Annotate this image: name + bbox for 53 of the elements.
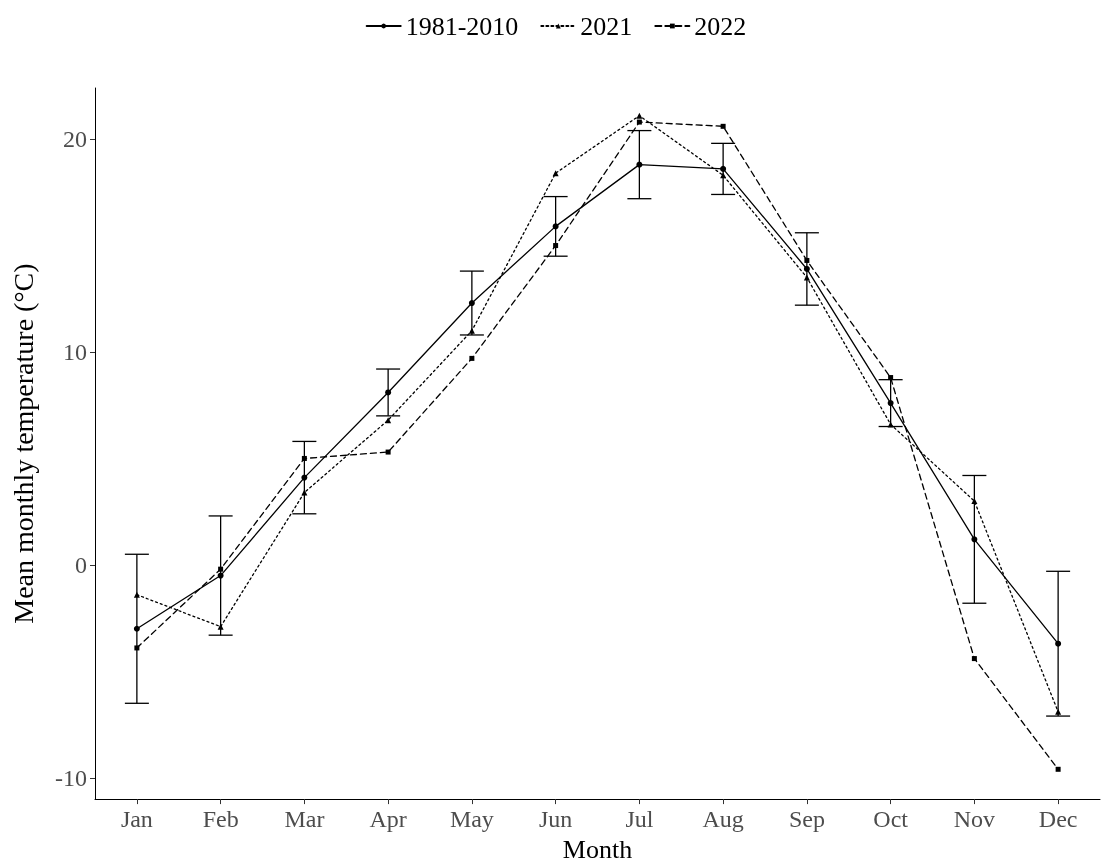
legend-label: 2022 xyxy=(694,11,747,41)
point xyxy=(971,536,978,543)
point xyxy=(804,257,810,263)
point xyxy=(134,645,140,651)
x-tick-label: Jun xyxy=(538,806,573,833)
point xyxy=(217,572,224,579)
point xyxy=(803,265,810,272)
point xyxy=(971,656,977,662)
y-tick-label: -10 xyxy=(55,764,87,791)
point xyxy=(636,161,643,168)
point xyxy=(720,165,727,172)
point xyxy=(469,355,475,361)
x-tick-label: Aug xyxy=(702,806,744,833)
point xyxy=(301,474,308,481)
point xyxy=(552,223,559,230)
point xyxy=(552,170,559,177)
x-tick-label: Apr xyxy=(369,806,407,833)
point xyxy=(133,591,140,598)
point xyxy=(385,449,391,455)
point xyxy=(468,300,475,307)
x-tick-label: Dec xyxy=(1038,806,1078,833)
y-axis-title: Mean monthly temperature (°C) xyxy=(7,263,39,624)
point xyxy=(1055,766,1061,772)
x-tick-label: Nov xyxy=(953,806,996,833)
legend-label: 2021 xyxy=(580,11,633,41)
point xyxy=(1055,708,1062,715)
point xyxy=(720,123,726,129)
x-tick-label: Jan xyxy=(120,806,153,833)
point xyxy=(1055,640,1062,647)
x-tick-label: Jul xyxy=(625,806,654,833)
point xyxy=(301,489,308,496)
point xyxy=(888,375,894,381)
point xyxy=(385,417,392,424)
y-tick-label: 20 xyxy=(63,126,87,153)
x-tick-label: Sep xyxy=(788,806,825,833)
legend-label: 1981-2010 xyxy=(405,11,519,41)
point xyxy=(636,112,643,119)
x-axis-title: Month xyxy=(562,834,633,864)
y-tick-label: 10 xyxy=(63,339,87,365)
point xyxy=(468,327,475,334)
point xyxy=(887,400,894,407)
y-tick-label: 0 xyxy=(75,551,87,578)
x-tick-label: Mar xyxy=(284,806,325,833)
x-tick-label: Oct xyxy=(873,806,909,833)
point xyxy=(301,455,307,461)
x-tick-label: May xyxy=(449,806,494,833)
point xyxy=(385,389,392,396)
x-tick-label: Feb xyxy=(202,806,239,833)
point xyxy=(971,498,978,505)
point xyxy=(553,243,559,249)
point xyxy=(133,625,140,632)
point xyxy=(636,119,642,125)
point xyxy=(218,566,224,572)
